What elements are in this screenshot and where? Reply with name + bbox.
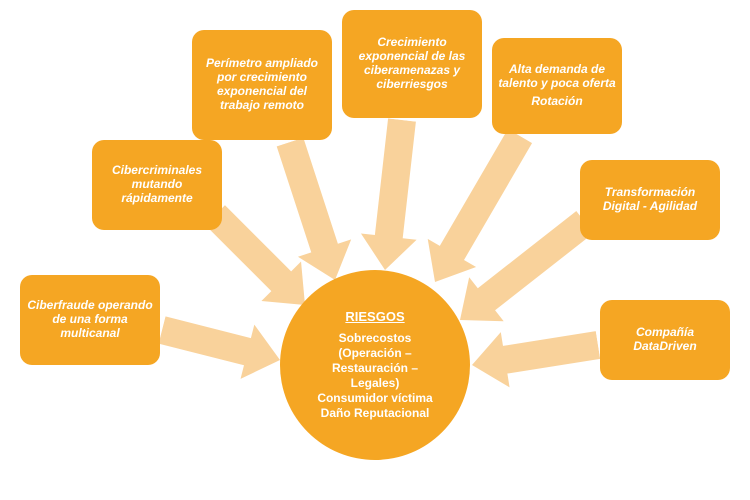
- diagram-canvas: RIESGOS Sobrecostos(Operación –Restauraci…: [0, 0, 750, 500]
- factor-box-b7: Compañía DataDriven: [600, 300, 730, 380]
- factor-box-text: Ciberfraude operando de una forma multic…: [26, 299, 154, 340]
- factor-box-text: Alta demanda de talento y poca oferta: [498, 63, 616, 91]
- arrow-4: [357, 117, 430, 273]
- factor-box-text: Compañía DataDriven: [606, 326, 724, 354]
- arrow-1: [155, 303, 287, 387]
- factor-box-b1: Ciberfraude operando de una forma multic…: [20, 275, 160, 365]
- factor-box-text: Perímetro ampliado por crecimiento expon…: [198, 57, 326, 112]
- factor-box-b6: Transformación Digital - Agilidad: [580, 160, 720, 240]
- center-line: Sobrecostos: [339, 331, 412, 346]
- center-line: (Operación –: [338, 346, 411, 361]
- factor-box-text: Cibercriminales mutando rápidamente: [98, 164, 216, 205]
- factor-box-text: Rotación: [531, 95, 582, 109]
- center-line: Restauración –: [332, 361, 418, 376]
- factor-box-text: Transformación Digital - Agilidad: [586, 186, 714, 214]
- center-risks: RIESGOS Sobrecostos(Operación –Restauraci…: [280, 270, 470, 460]
- factor-box-b2: Cibercriminales mutando rápidamente: [92, 140, 222, 230]
- factor-box-text: Crecimiento exponencial de las ciberamen…: [348, 36, 476, 91]
- center-line: Legales): [351, 376, 400, 391]
- factor-box-b3: Perímetro ampliado por crecimiento expon…: [192, 30, 332, 140]
- factor-box-b4: Crecimiento exponencial de las ciberamen…: [342, 10, 482, 118]
- center-line: Consumidor víctima: [317, 391, 432, 406]
- factor-box-b5: Alta demanda de talento y poca oferta Rot…: [492, 38, 622, 134]
- center-line: Daño Reputacional: [321, 406, 430, 421]
- center-title: RIESGOS: [345, 309, 404, 325]
